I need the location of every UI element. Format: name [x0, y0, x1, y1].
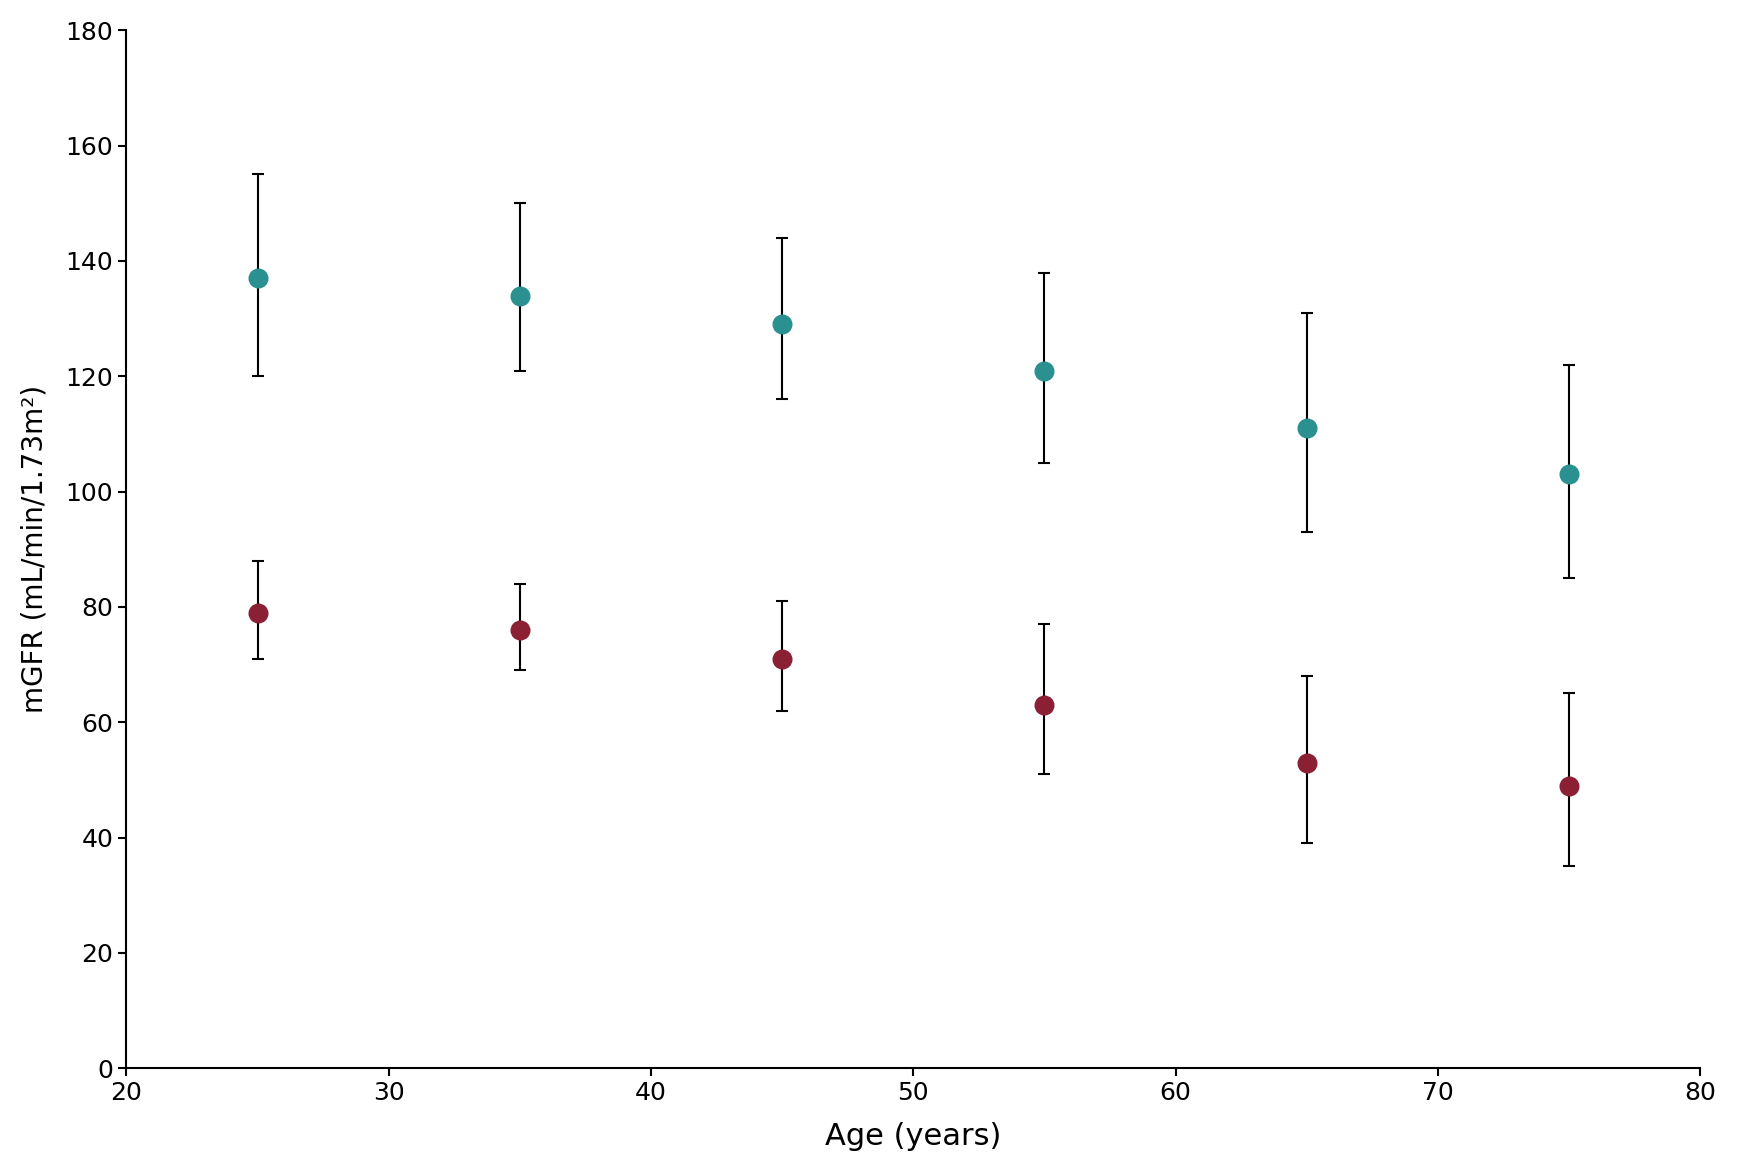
Point — [1292, 754, 1320, 772]
Point — [1030, 696, 1058, 715]
Point — [505, 621, 533, 640]
Point — [243, 268, 271, 287]
Point — [505, 286, 533, 305]
Point — [768, 649, 796, 668]
Point — [1030, 361, 1058, 380]
Point — [768, 315, 796, 334]
Point — [1292, 418, 1320, 437]
Y-axis label: mGFR (mL/min/1.73m²): mGFR (mL/min/1.73m²) — [21, 386, 49, 714]
Point — [1555, 465, 1582, 484]
Point — [1555, 776, 1582, 795]
Point — [243, 604, 271, 622]
X-axis label: Age (years): Age (years) — [825, 1122, 1002, 1151]
